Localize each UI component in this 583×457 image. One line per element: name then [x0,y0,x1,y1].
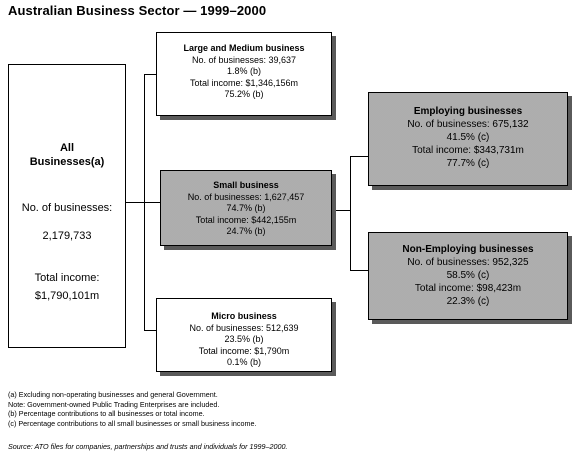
small-business-box: Small business No. of businesses: 1,627,… [160,170,332,246]
employing-income-pct: 77.7% (c) [446,158,490,169]
footnote-b: (b) Percentage contributions to all busi… [8,409,205,419]
connector-to-small [144,202,160,203]
small-business-count-pct: 74.7% (b) [226,203,266,214]
micro-business-count-pct: 23.5% (b) [224,334,264,345]
micro-business-heading: Micro business [211,311,277,321]
employing-count-pct: 41.5% (c) [446,132,490,143]
connector-all-to-branch [126,202,144,203]
footnote-a: (a) Excluding non-operating businesses a… [8,390,218,399]
non-employing-count: No. of businesses: 952,325 [407,257,529,268]
micro-business-count: No. of businesses: 512,639 [189,322,299,333]
micro-business-box: Micro business No. of businesses: 512,63… [156,298,332,372]
large-medium-count: No. of businesses: 39,637 [191,54,297,65]
non-employing-count-pct: 58.5% (c) [446,270,490,281]
large-medium-income-pct: 75.2% (b) [224,89,264,100]
all-businesses-count-label: No. of businesses: [21,202,113,214]
employing-income: Total income: $343,731m [412,145,524,156]
micro-business-income: Total income: $1,790m [198,345,290,356]
all-businesses-count: 2,179,733 [42,230,92,242]
small-business-income-pct: 24.7% (b) [226,226,266,237]
all-businesses-income-label: Total income: [34,272,100,284]
large-medium-heading: Large and Medium business [183,43,305,53]
diagram-title: Australian Business Sector — 1999–2000 [8,3,267,18]
small-business-heading: Small business [213,180,279,190]
connector-to-micro [144,330,156,331]
large-medium-business-box: Large and Medium business No. of busines… [156,32,332,116]
all-businesses-income: $1,790,101m [34,290,100,302]
all-businesses-box: All Businesses(a) No. of businesses: 2,1… [8,64,126,348]
micro-business-income-pct: 0.1% (b) [226,357,261,368]
non-employing-income: Total income: $98,423m [414,283,522,294]
non-employing-heading: Non-Employing businesses [402,244,534,255]
all-businesses-heading: All Businesses(a) [29,142,105,168]
footnote-note: Note: Government-owned Public Trading En… [8,399,220,409]
footnote-c: (c) Percentage contributions to all smal… [8,418,257,428]
large-medium-count-pct: 1.8% (b) [226,66,261,77]
small-business-count: No. of businesses: 1,627,457 [187,191,305,202]
non-employing-businesses-box: Non-Employing businesses No. of business… [368,232,568,320]
employing-count: No. of businesses: 675,132 [407,119,529,130]
source-note: Source: ATO files for companies, partner… [8,442,288,451]
small-business-income: Total income: $442,155m [195,214,297,225]
connector-small-to-branch [332,210,350,211]
employing-heading: Employing businesses [413,106,523,117]
connector-to-employing [350,156,368,157]
non-employing-income-pct: 22.3% (c) [446,296,490,307]
connector-to-non-employing [350,270,368,271]
connector-small-branch-vertical [350,156,351,270]
employing-businesses-box: Employing businesses No. of businesses: … [368,92,568,186]
connector-to-large-medium [144,74,156,75]
large-medium-income: Total income: $1,346,156m [189,77,299,88]
